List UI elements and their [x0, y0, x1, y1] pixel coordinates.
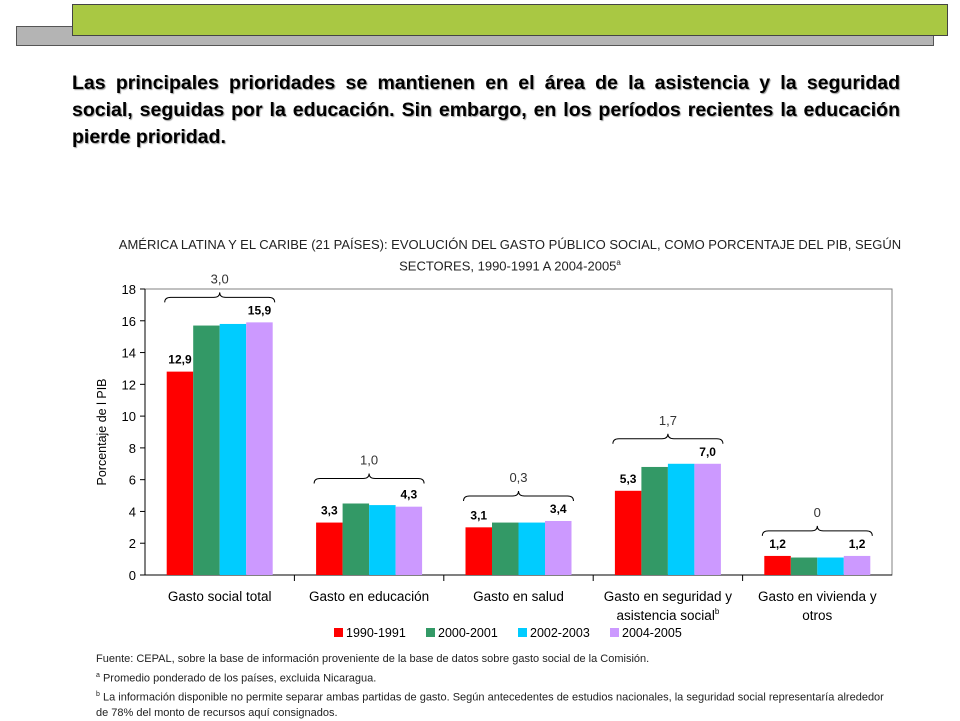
x-category-label: Gasto en seguridad y	[604, 589, 733, 604]
bar-2000-2001-4	[790, 557, 818, 575]
y-axis-label: Porcentaje de l PIB	[95, 378, 109, 485]
y-tick-label: 16	[122, 314, 136, 329]
bar-2004-2005-2	[545, 520, 572, 575]
legend-label: 1990-1991	[346, 626, 406, 640]
bar-2004-2005-0	[246, 322, 273, 575]
x-category-label: Gasto en educación	[309, 589, 429, 604]
bar-1990-1991-2	[465, 527, 492, 575]
legend-swatch	[334, 628, 343, 637]
y-tick-label: 10	[122, 409, 136, 424]
x-category-superscript: b	[715, 607, 720, 616]
y-tick-label: 18	[122, 282, 136, 297]
change-annotation: 1,0	[360, 453, 378, 468]
data-label-last: 7,0	[699, 445, 716, 459]
change-annotation: 0,3	[509, 470, 527, 485]
data-label-last: 4,3	[401, 488, 418, 502]
y-tick-label: 12	[122, 377, 136, 392]
y-tick-label: 6	[129, 473, 136, 488]
bar-2002-2003-0	[219, 323, 247, 575]
footnote-source: Fuente: CEPAL, sobre la base de informac…	[96, 653, 650, 665]
y-tick-label: 0	[129, 568, 136, 583]
change-brace	[313, 473, 425, 484]
header-bar-green	[72, 4, 948, 36]
bar-2002-2003-4	[817, 557, 844, 575]
y-tick-label: 4	[129, 504, 136, 519]
x-category-label: Gasto social total	[168, 589, 272, 604]
footnote-b-marker: b	[96, 690, 100, 698]
legend-swatch	[518, 628, 527, 637]
footnotes: Fuente: CEPAL, sobre la base de informac…	[96, 652, 896, 721]
bar-1990-1991-1	[316, 522, 343, 575]
footnote-b: b La información disponible no permite s…	[96, 687, 896, 721]
data-label-first: 5,3	[620, 472, 637, 486]
data-label-last: 15,9	[248, 303, 272, 317]
data-label-first: 1,2	[769, 537, 786, 551]
x-category-label: Gasto en vivienda y	[758, 589, 877, 604]
y-tick-label: 2	[129, 536, 136, 551]
chart-title-text: AMÉRICA LATINA Y EL CARIBE (21 PAÍSES): …	[118, 237, 902, 274]
change-annotation: 0	[814, 505, 821, 520]
bar-1990-1991-3	[614, 490, 642, 575]
legend-swatch	[426, 628, 435, 637]
bar-2000-2001-2	[492, 522, 519, 575]
bar-2004-2005-4	[843, 555, 871, 575]
bar-2000-2001-1	[342, 503, 370, 575]
bar-2000-2001-3	[641, 466, 668, 575]
bar-1990-1991-0	[166, 371, 194, 575]
footnote-a: a Promedio ponderado de los países, excl…	[96, 668, 896, 687]
y-tick-label: 14	[122, 346, 136, 361]
x-category-label: otros	[802, 608, 832, 623]
data-label-last: 3,4	[550, 502, 567, 516]
footnote-a-text: Promedio ponderado de los países, exclui…	[99, 672, 377, 685]
legend-label: 2004-2005	[622, 626, 682, 640]
bar-2000-2001-0	[193, 325, 220, 575]
headline-text: Las principales prioridades se mantienen…	[72, 72, 900, 148]
data-label-first: 12,9	[168, 353, 192, 367]
x-category-label: asistencia socialb	[617, 607, 720, 623]
change-brace	[164, 292, 276, 303]
bar-2004-2005-1	[395, 506, 423, 575]
data-label-last: 1,2	[849, 537, 866, 551]
bar-2004-2005-3	[694, 463, 721, 575]
legend-swatch	[610, 628, 619, 637]
chart-title-superscript: a	[616, 258, 621, 267]
bar-2002-2003-3	[667, 463, 695, 575]
x-category-label: Gasto en salud	[473, 589, 564, 604]
chart-title: AMÉRICA LATINA Y EL CARIBE (21 PAÍSES): …	[95, 236, 925, 275]
change-annotation: 1,7	[659, 413, 677, 428]
legend-label: 2002-2003	[530, 626, 590, 640]
change-brace	[612, 433, 724, 444]
data-label-first: 3,1	[470, 508, 487, 522]
footnote-a-marker: a	[96, 671, 100, 679]
bar-1990-1991-4	[764, 555, 791, 575]
bar-2002-2003-1	[369, 505, 396, 575]
data-label-first: 3,3	[321, 504, 338, 518]
footnote-b-text: La información disponible no permite sep…	[96, 691, 884, 719]
bar-2002-2003-2	[518, 522, 545, 575]
change-brace	[463, 490, 574, 502]
change-annotation: 3,0	[211, 271, 229, 286]
legend-label: 2000-2001	[438, 626, 498, 640]
y-tick-label: 8	[129, 441, 136, 456]
